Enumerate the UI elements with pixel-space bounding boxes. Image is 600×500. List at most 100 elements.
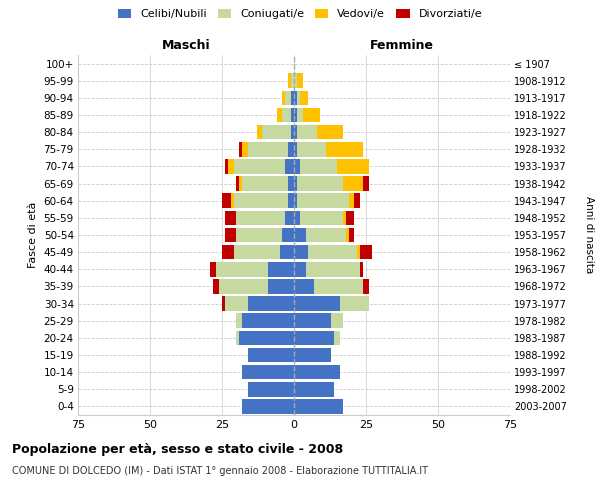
Bar: [308, 245, 358, 260]
Legend: Celibi/Nubili, Coniugati/e, Vedovi/e, Divorziati/e: Celibi/Nubili, Coniugati/e, Vedovi/e, Di…: [115, 6, 485, 22]
Bar: [242, 142, 248, 156]
Bar: [239, 176, 242, 191]
Bar: [291, 125, 294, 140]
Bar: [363, 279, 369, 293]
Bar: [294, 262, 305, 276]
Bar: [225, 228, 236, 242]
Bar: [300, 159, 337, 174]
Bar: [302, 108, 320, 122]
Bar: [305, 228, 346, 242]
Bar: [236, 314, 242, 328]
Bar: [317, 125, 343, 140]
Bar: [236, 228, 283, 242]
Bar: [236, 210, 286, 225]
Bar: [297, 125, 317, 140]
Text: Femmine: Femmine: [370, 38, 434, 52]
Bar: [280, 245, 294, 260]
Bar: [360, 262, 363, 276]
Y-axis label: Anni di nascita: Anni di nascita: [584, 196, 594, 274]
Bar: [314, 279, 363, 293]
Y-axis label: Fasce di età: Fasce di età: [28, 202, 38, 268]
Bar: [305, 262, 360, 276]
Bar: [283, 108, 291, 122]
Bar: [331, 314, 343, 328]
Bar: [225, 210, 236, 225]
Bar: [297, 90, 300, 105]
Bar: [297, 176, 343, 191]
Bar: [294, 74, 297, 88]
Bar: [219, 279, 268, 293]
Bar: [225, 159, 228, 174]
Bar: [334, 330, 340, 345]
Bar: [242, 365, 294, 380]
Bar: [343, 176, 363, 191]
Bar: [222, 245, 233, 260]
Bar: [248, 296, 294, 311]
Bar: [300, 90, 308, 105]
Bar: [242, 176, 288, 191]
Bar: [216, 262, 268, 276]
Bar: [228, 159, 233, 174]
Bar: [233, 194, 288, 208]
Bar: [346, 228, 349, 242]
Bar: [355, 194, 360, 208]
Text: Popolazione per età, sesso e stato civile - 2008: Popolazione per età, sesso e stato civil…: [12, 442, 343, 456]
Bar: [236, 330, 239, 345]
Bar: [294, 159, 300, 174]
Bar: [233, 245, 280, 260]
Bar: [294, 108, 297, 122]
Bar: [363, 176, 369, 191]
Bar: [300, 210, 343, 225]
Bar: [294, 125, 297, 140]
Bar: [277, 108, 283, 122]
Bar: [239, 142, 242, 156]
Bar: [349, 228, 355, 242]
Bar: [288, 142, 294, 156]
Bar: [294, 245, 308, 260]
Bar: [233, 159, 286, 174]
Bar: [294, 314, 331, 328]
Bar: [294, 330, 334, 345]
Text: Maschi: Maschi: [161, 38, 211, 52]
Bar: [294, 296, 340, 311]
Bar: [268, 279, 294, 293]
Bar: [297, 74, 302, 88]
Bar: [225, 296, 248, 311]
Bar: [343, 210, 346, 225]
Bar: [286, 90, 291, 105]
Bar: [239, 330, 294, 345]
Bar: [360, 245, 372, 260]
Bar: [297, 194, 349, 208]
Bar: [294, 142, 297, 156]
Bar: [286, 210, 294, 225]
Bar: [262, 125, 291, 140]
Bar: [297, 108, 302, 122]
Bar: [230, 194, 233, 208]
Bar: [248, 348, 294, 362]
Bar: [340, 296, 369, 311]
Bar: [222, 296, 225, 311]
Bar: [294, 279, 314, 293]
Bar: [222, 194, 230, 208]
Bar: [283, 228, 294, 242]
Bar: [337, 159, 369, 174]
Bar: [214, 279, 219, 293]
Bar: [297, 142, 326, 156]
Bar: [346, 210, 355, 225]
Bar: [294, 90, 297, 105]
Bar: [294, 382, 334, 396]
Bar: [291, 108, 294, 122]
Bar: [288, 176, 294, 191]
Bar: [236, 176, 239, 191]
Bar: [294, 176, 297, 191]
Bar: [291, 90, 294, 105]
Bar: [326, 142, 363, 156]
Bar: [283, 90, 286, 105]
Bar: [294, 194, 297, 208]
Bar: [294, 228, 305, 242]
Bar: [294, 365, 340, 380]
Bar: [268, 262, 294, 276]
Bar: [358, 245, 360, 260]
Bar: [242, 399, 294, 413]
Bar: [211, 262, 216, 276]
